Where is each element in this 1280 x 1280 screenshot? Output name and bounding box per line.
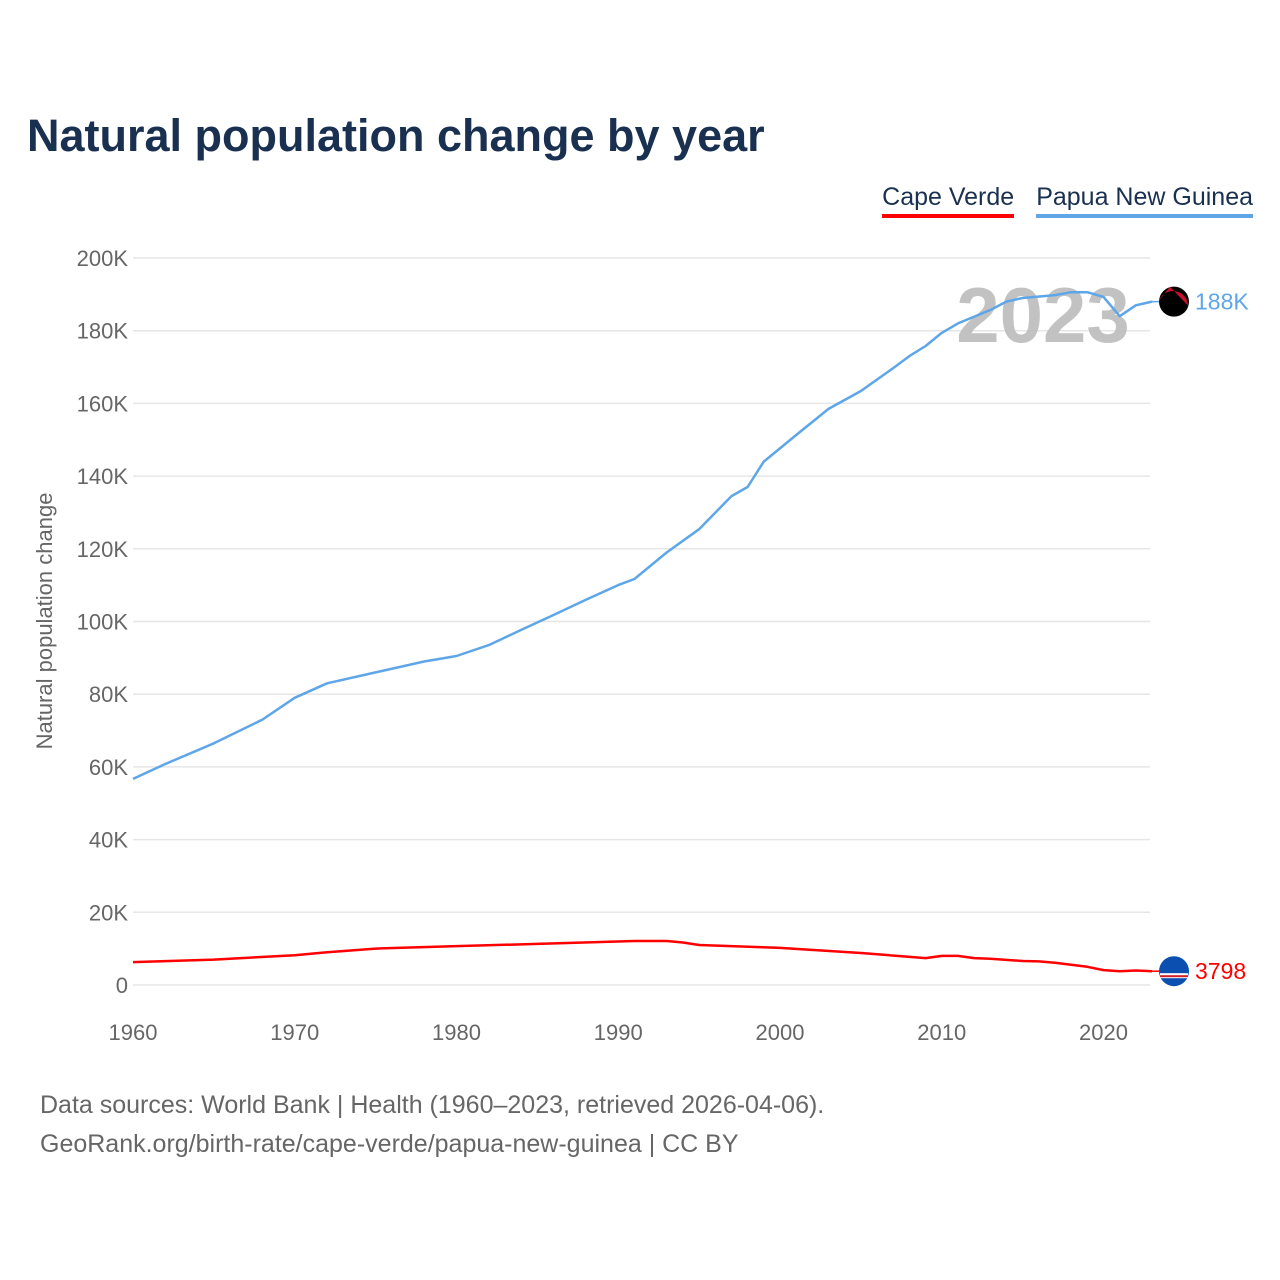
- legend-papua-new-guinea[interactable]: Papua New Guinea: [1036, 183, 1253, 218]
- y-tick-label: 40K: [89, 828, 128, 853]
- y-tick-label: 180K: [77, 319, 129, 344]
- y-tick-label: 140K: [77, 464, 129, 489]
- series-line-papua-new-guinea: [132, 290, 1153, 781]
- footer: Data sources: World Bank | Health (1960–…: [40, 1086, 824, 1164]
- year-watermark: 2023: [956, 271, 1130, 359]
- x-tick-label: 1990: [594, 1020, 643, 1045]
- chart-title: Natural population change by year: [27, 110, 765, 161]
- legend-cape-verde[interactable]: Cape Verde: [882, 183, 1015, 218]
- x-tick-label: 2010: [917, 1020, 966, 1045]
- end-value-label: 3798: [1195, 958, 1246, 984]
- y-tick-label: 100K: [77, 610, 129, 635]
- x-tick-label: 1980: [432, 1020, 481, 1045]
- y-tick-label: 20K: [89, 900, 128, 925]
- data-source: Data sources: World Bank | Health (1960–…: [40, 1091, 825, 1119]
- x-tick-label: 1970: [270, 1020, 319, 1045]
- y-tick-label: 120K: [77, 537, 129, 562]
- flag-stripe: [1160, 975, 1188, 978]
- end-value-label: 188K: [1195, 289, 1249, 315]
- y-axis-label: Natural population change: [32, 493, 57, 750]
- png-flag-red-icon: [1159, 286, 1188, 306]
- y-tick-label: 160K: [77, 391, 129, 416]
- series-line-cape-verde: [132, 939, 1153, 973]
- y-tick-label: 80K: [89, 682, 128, 707]
- x-tick-label: 1960: [109, 1020, 158, 1045]
- cape-verde-flag-icon: [1159, 956, 1189, 987]
- x-tick-label: 2000: [756, 1020, 805, 1045]
- source-link[interactable]: GeoRank.org/birth-rate/cape-verde/papua-…: [40, 1130, 739, 1158]
- y-tick-label: 0: [116, 973, 128, 998]
- y-tick-label: 200K: [77, 246, 129, 271]
- x-tick-label: 2020: [1079, 1020, 1128, 1045]
- legend: Cape Verde Papua New Guinea: [882, 183, 1253, 218]
- y-tick-label: 60K: [89, 755, 128, 780]
